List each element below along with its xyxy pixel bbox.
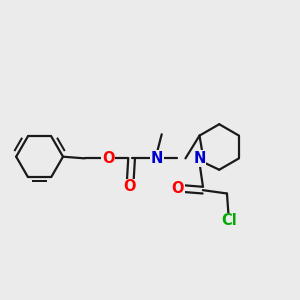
Text: O: O [172, 181, 184, 196]
Text: Cl: Cl [221, 213, 236, 228]
Text: N: N [151, 151, 163, 166]
Text: N: N [193, 151, 206, 166]
Text: O: O [124, 179, 136, 194]
Text: O: O [102, 151, 114, 166]
